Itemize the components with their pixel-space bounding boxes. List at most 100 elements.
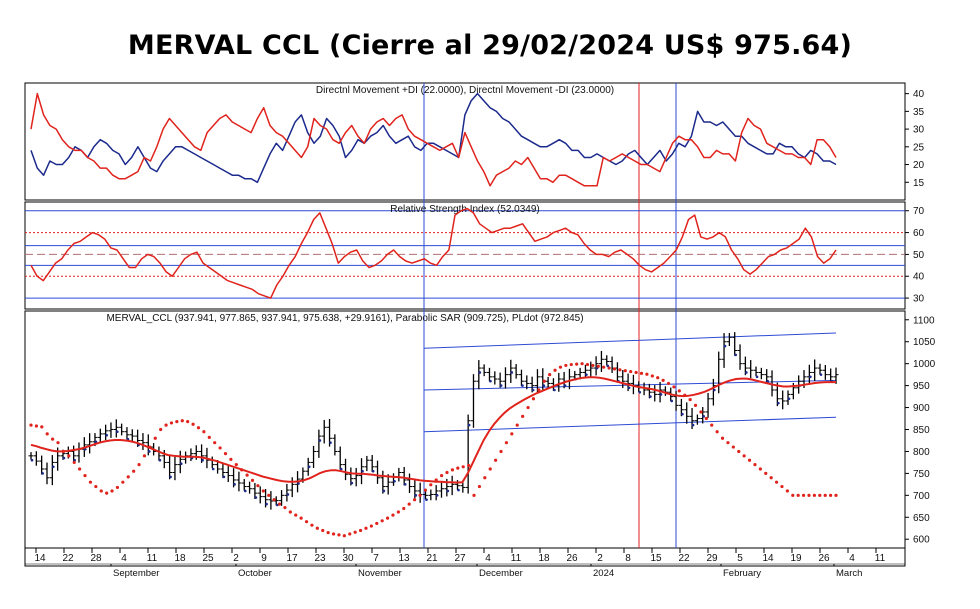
y-tick-label: 950 xyxy=(913,381,930,392)
x-day-label: 2 xyxy=(233,553,239,564)
pldot-marker xyxy=(734,353,738,357)
sar-dot xyxy=(418,493,422,497)
y-tick-label: 50 xyxy=(913,250,925,261)
x-day-label: 22 xyxy=(678,553,690,564)
sar-dot xyxy=(580,362,584,366)
sar-dot xyxy=(429,483,433,487)
sar-dot xyxy=(575,362,579,366)
sar-dot xyxy=(402,506,406,511)
pldot-marker xyxy=(105,433,108,437)
sar-dot xyxy=(234,463,238,467)
sar-dot xyxy=(677,389,681,393)
sar-dot xyxy=(650,374,654,378)
sar-dot xyxy=(105,491,109,495)
pldot-marker xyxy=(52,465,55,469)
sar-dot xyxy=(83,473,87,478)
sar-dot xyxy=(537,388,541,392)
sar-dot xyxy=(337,533,341,537)
pldot-marker xyxy=(403,483,407,486)
x-month-label: 2024 xyxy=(593,568,614,579)
pldot-marker xyxy=(243,489,247,493)
sar-dot xyxy=(304,520,309,524)
sar-dot xyxy=(585,362,590,367)
sar-dot xyxy=(391,513,395,517)
pldot-line xyxy=(30,376,836,484)
pldot-marker xyxy=(318,439,322,442)
sar-dot xyxy=(148,445,152,449)
sar-dot xyxy=(483,476,487,480)
x-day-label: 11 xyxy=(147,553,158,564)
sar-dot xyxy=(693,403,698,407)
sar-dot xyxy=(213,441,217,445)
sar-dot xyxy=(634,370,638,375)
sar-dot xyxy=(731,445,735,449)
x-day-label: 23 xyxy=(314,553,326,564)
x-month-label: March xyxy=(836,568,862,579)
pldot-marker xyxy=(211,467,215,471)
pldot-marker xyxy=(158,458,162,462)
pldot-marker xyxy=(478,371,482,374)
pldot-marker xyxy=(425,498,428,502)
x-day-label: 22 xyxy=(62,553,74,564)
sar-dot xyxy=(569,362,573,367)
sar-dot xyxy=(467,463,471,468)
sar-dot xyxy=(137,463,141,467)
y-tick-label: 750 xyxy=(913,469,930,480)
sar-dot xyxy=(758,467,762,471)
x-axis-frame xyxy=(24,547,906,567)
sar-dot xyxy=(688,398,692,402)
pldot-marker xyxy=(41,472,44,475)
x-month-label: February xyxy=(723,568,761,579)
pldot-marker xyxy=(531,388,535,392)
sar-dot xyxy=(440,473,444,478)
minus-di-line xyxy=(30,92,837,187)
sar-dot xyxy=(326,531,330,535)
x-day-label: 5 xyxy=(737,553,743,564)
sar-dot xyxy=(607,366,611,370)
pldot-marker xyxy=(62,456,66,460)
y-tick-label: 35 xyxy=(913,107,925,118)
sar-dot xyxy=(618,368,622,372)
sar-dot xyxy=(72,460,76,465)
pldot-marker xyxy=(499,384,503,387)
sar-dot xyxy=(245,473,249,477)
x-month-label: September xyxy=(113,568,159,579)
y-tick-label: 700 xyxy=(913,491,930,502)
sar-dot xyxy=(342,534,346,538)
sar-dot xyxy=(542,379,546,383)
pldot-marker xyxy=(275,503,279,507)
trend-channel-line xyxy=(423,416,837,433)
sar-dot xyxy=(380,519,384,523)
sar-dot xyxy=(612,367,617,371)
sar-dot xyxy=(461,465,465,469)
y-tick-label: 1100 xyxy=(913,315,935,326)
y-tick-label: 900 xyxy=(913,403,930,414)
x-day-label: 9 xyxy=(261,553,267,564)
sar-dot xyxy=(521,414,525,418)
x-day-label: 28 xyxy=(90,553,102,564)
pldot-marker xyxy=(489,379,492,383)
sar-dot xyxy=(240,468,244,472)
sar-dot xyxy=(661,378,665,382)
x-day-label: 18 xyxy=(174,553,186,564)
y-tick-label: 70 xyxy=(913,206,925,217)
sar-dot xyxy=(596,364,600,368)
y-tick-label: 650 xyxy=(913,513,930,524)
sar-dot xyxy=(126,475,130,479)
sar-dot xyxy=(115,485,120,490)
pldot-marker xyxy=(542,384,546,387)
y-tick-label: 40 xyxy=(913,272,925,283)
pldot-marker xyxy=(766,379,769,383)
sar-dot xyxy=(602,365,606,369)
sar-dot xyxy=(321,528,325,533)
sar-dot xyxy=(250,478,255,483)
x-day-label: 19 xyxy=(790,553,802,564)
sar-dot xyxy=(299,516,303,520)
sar-dot xyxy=(834,493,838,497)
sar-dot xyxy=(283,506,287,510)
sar-dot xyxy=(704,416,708,421)
sar-dot xyxy=(747,458,752,462)
sar-dot xyxy=(223,452,228,456)
sar-dot xyxy=(504,441,509,445)
x-day-label: 11 xyxy=(511,553,522,564)
